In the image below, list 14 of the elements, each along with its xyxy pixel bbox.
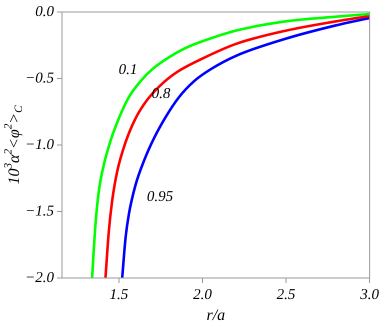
series-label: 0.8 (152, 86, 171, 102)
x-tick-label: 2.0 (193, 286, 212, 303)
series-label: 0.95 (146, 188, 174, 205)
y-axis-title: 103α2<φ2>C (2, 104, 25, 185)
y-tick-label: −0.5 (25, 70, 54, 86)
y-tick-label: −1.0 (25, 136, 54, 153)
x-tick-label: 1.5 (109, 286, 129, 303)
x-tick-label: 3.0 (359, 286, 380, 303)
x-axis-title: r/a (206, 307, 226, 324)
y-tick-label: −1.5 (25, 203, 54, 220)
y-tick-label: −2.0 (25, 270, 54, 286)
series-label: 0.1 (118, 62, 138, 78)
y-tick-label: 0.0 (35, 4, 54, 20)
x-tick-label: 2.5 (276, 286, 296, 303)
